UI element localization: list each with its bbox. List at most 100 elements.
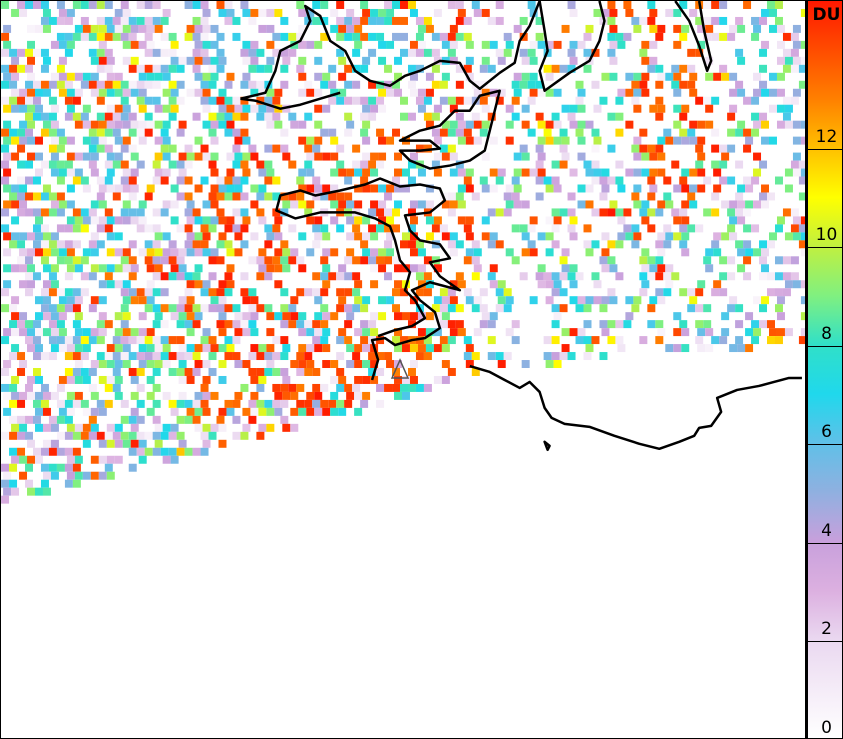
so2-pixel (184, 144, 193, 153)
so2-pixel (386, 296, 395, 305)
so2-pixel (537, 232, 546, 241)
so2-pixel (42, 471, 51, 480)
so2-pixel (42, 56, 51, 65)
so2-pixel (146, 24, 155, 33)
so2-pixel (304, 160, 313, 169)
so2-pixel (489, 184, 498, 193)
so2-pixel (735, 240, 744, 249)
so2-pixel (735, 16, 744, 25)
so2-pixel (663, 240, 672, 249)
so2-pixel (471, 352, 480, 361)
so2-pixel (112, 32, 121, 41)
so2-pixel (649, 8, 658, 17)
so2-pixel (402, 184, 410, 193)
so2-pixel (96, 48, 105, 57)
so2-pixel (384, 224, 393, 233)
so2-pixel (776, 120, 785, 129)
so2-pixel (19, 104, 28, 113)
so2-pixel (354, 407, 363, 416)
so2-pixel (344, 128, 353, 137)
so2-pixel (465, 296, 474, 305)
so2-pixel (314, 391, 323, 400)
so2-pixel (314, 120, 323, 129)
so2-pixel (64, 160, 73, 169)
so2-pixel (306, 328, 315, 337)
so2-pixel (679, 224, 688, 233)
so2-pixel (673, 72, 682, 81)
so2-pixel (272, 336, 281, 345)
so2-pixel (240, 112, 249, 121)
so2-pixel (298, 407, 307, 416)
so2-pixel (202, 120, 211, 129)
so2-pixel (591, 144, 600, 153)
so2-pixel (232, 415, 241, 424)
so2-pixel (487, 272, 496, 281)
so2-pixel (441, 296, 450, 305)
so2-pixel (729, 296, 738, 305)
so2-pixel (152, 288, 161, 297)
so2-pixel (232, 399, 241, 408)
so2-pixel (130, 24, 139, 33)
so2-pixel (400, 32, 408, 41)
so2-pixel (33, 224, 41, 233)
so2-pixel (798, 176, 805, 185)
so2-pixel (415, 288, 424, 297)
so2-pixel (296, 1, 305, 9)
so2-pixel (64, 32, 73, 41)
so2-pixel (88, 208, 97, 217)
so2-pixel (48, 304, 57, 313)
so2-pixel (513, 72, 522, 81)
so2-pixel (529, 248, 538, 257)
so2-pixel (40, 256, 49, 265)
so2-pixel (122, 296, 131, 305)
so2-pixel (3, 200, 12, 209)
so2-pixel (184, 288, 193, 297)
so2-pixel (170, 184, 179, 193)
so2-pixel (11, 8, 20, 17)
so2-pixel (751, 128, 760, 137)
so2-pixel (697, 152, 706, 161)
so2-pixel (128, 208, 137, 217)
so2-pixel (407, 1, 416, 9)
so2-pixel (272, 96, 281, 105)
so2-pixel (248, 144, 257, 153)
so2-pixel (425, 72, 434, 81)
so2-pixel (761, 136, 770, 145)
so2-pixel (122, 280, 131, 289)
so2-pixel (162, 232, 171, 241)
so2-pixel (407, 64, 416, 73)
so2-pixel (104, 48, 113, 57)
so2-pixel (753, 296, 762, 305)
so2-pixel (673, 328, 682, 337)
so2-pixel (128, 144, 137, 153)
so2-pixel (743, 256, 752, 265)
so2-pixel (11, 152, 20, 161)
so2-pixel (208, 431, 217, 440)
so2-pixel (336, 144, 345, 153)
so2-pixel (138, 136, 147, 145)
so2-pixel (330, 24, 339, 33)
so2-pixel (330, 88, 339, 97)
so2-pixel (25, 431, 34, 440)
so2-pixel (17, 320, 26, 329)
so2-pixel (457, 200, 466, 209)
so2-pixel (170, 407, 179, 416)
so2-pixel (152, 16, 161, 25)
so2-pixel (114, 312, 123, 321)
so2-pixel (417, 328, 426, 337)
so2-pixel (527, 48, 536, 57)
so2-pixel (481, 88, 490, 97)
so2-pixel (362, 152, 371, 161)
so2-pixel (272, 192, 281, 201)
so2-pixel (497, 296, 506, 305)
so2-pixel (130, 40, 139, 49)
so2-pixel (599, 304, 608, 313)
so2-pixel (362, 184, 371, 193)
so2-pixel (545, 216, 554, 225)
so2-pixel (800, 136, 805, 145)
so2-pixel (160, 176, 169, 185)
so2-pixel (400, 383, 408, 392)
so2-pixel (591, 128, 600, 137)
so2-pixel (583, 64, 592, 73)
so2-pixel (607, 48, 616, 57)
